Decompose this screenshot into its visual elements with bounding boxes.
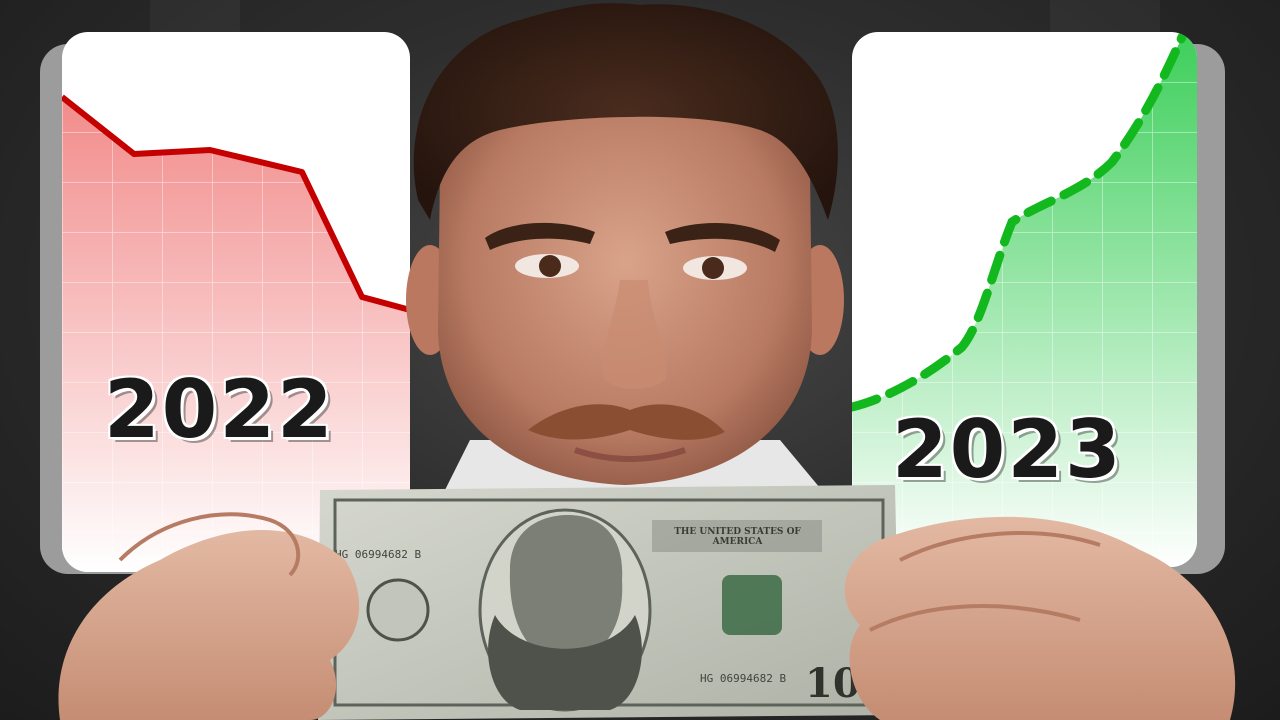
security-strip-100 [722, 575, 782, 635]
mustache [528, 404, 725, 440]
year-2023-label: 2023 [892, 403, 1123, 496]
mouth [574, 447, 686, 462]
nose [602, 280, 667, 389]
left-hand [58, 530, 360, 720]
left-eyebrow [485, 222, 595, 250]
right-finger [869, 604, 1081, 632]
franklin-coat [488, 615, 642, 710]
right-hand [844, 516, 1236, 720]
left-iris [539, 255, 561, 277]
decline-line [62, 94, 410, 313]
left-chart-card [62, 32, 410, 572]
decline-chart [62, 94, 410, 572]
growth-line [852, 32, 1187, 412]
bill-serial-right: HG 06994682 B [700, 672, 787, 685]
right-chart-card [852, 32, 1197, 567]
federal-reserve-seal [366, 578, 430, 642]
bill-serial-left: HG 06994682 B [335, 548, 422, 561]
bill-header-text: THE UNITED STATES OF AMERICA [674, 527, 801, 547]
right-iris [702, 257, 724, 279]
left-finger [118, 512, 301, 577]
curly-hair [413, 3, 838, 220]
year-2022-label: 2022 [104, 363, 335, 456]
bill-header-band [652, 520, 822, 552]
right-finger [899, 531, 1101, 562]
franklin-portrait [509, 515, 623, 665]
chart-grid [852, 37, 1197, 567]
right-eyebrow [665, 222, 780, 252]
growth-chart [852, 32, 1197, 567]
